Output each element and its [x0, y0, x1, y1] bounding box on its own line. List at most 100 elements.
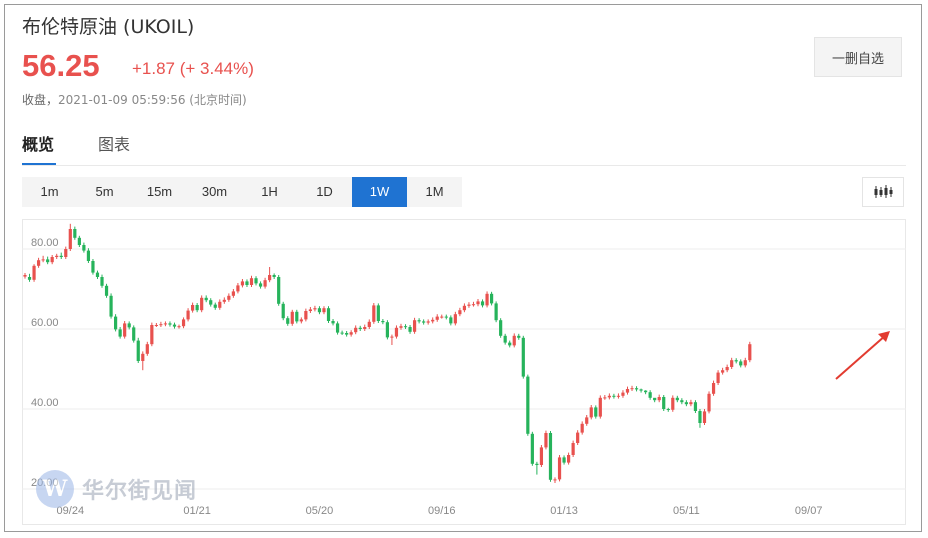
- candle-body: [666, 409, 670, 410]
- y-tick-label: 80.00: [31, 237, 59, 249]
- candle-body: [41, 259, 45, 261]
- candle-body: [399, 326, 403, 328]
- candle-body: [268, 275, 272, 281]
- candle-body: [172, 324, 177, 327]
- candle-body: [277, 277, 281, 304]
- candle-body: [77, 237, 81, 245]
- period-5m-button[interactable]: 5m: [95, 184, 114, 199]
- candle-body: [100, 277, 104, 286]
- candle-body: [657, 397, 661, 401]
- candle-body: [308, 309, 312, 311]
- candle-body: [141, 353, 145, 361]
- candle-body: [530, 433, 534, 464]
- candle-body: [585, 417, 589, 424]
- watermark: W 华尔街见闻: [36, 470, 197, 508]
- annotation-arrow-shaft: [835, 334, 887, 380]
- x-tick-label: 09/24: [57, 505, 85, 517]
- candle-body: [471, 304, 476, 306]
- candle-body: [295, 311, 299, 322]
- quote-timestamp: 2021-01-09 05:59:56 (北京时间): [58, 93, 247, 107]
- candle-body: [195, 305, 199, 311]
- candle-body: [91, 261, 95, 273]
- candle-body: [417, 320, 421, 322]
- candle-body: [281, 303, 285, 319]
- candle-body: [258, 283, 263, 287]
- candle-body: [222, 299, 226, 302]
- candle-body: [576, 432, 580, 443]
- tab-chart[interactable]: 图表: [98, 135, 131, 154]
- candle-body: [286, 318, 290, 324]
- tab-overview[interactable]: 概览: [22, 135, 55, 154]
- period-1m-button[interactable]: 1m: [40, 184, 59, 199]
- candle-body: [444, 316, 448, 318]
- period-30m-button[interactable]: 30m: [201, 184, 228, 199]
- period-1mo-button[interactable]: 1M: [425, 184, 444, 199]
- candle-body: [363, 327, 367, 329]
- candle-body: [689, 402, 693, 405]
- remove-watchlist-button[interactable]: 一删自选: [814, 37, 902, 77]
- candle-body: [354, 327, 358, 333]
- candle-body: [154, 325, 158, 326]
- candle-body: [598, 397, 602, 417]
- candlestick-chart: 20.0040.0060.0080.0009/2401/2105/2009/16…: [22, 223, 906, 517]
- x-tick-label: 01/21: [183, 505, 211, 517]
- candle-body: [104, 285, 109, 296]
- period-15m-button[interactable]: 15m: [146, 184, 173, 199]
- candle-body: [236, 285, 240, 292]
- candle-body: [191, 305, 195, 311]
- chart-type-button[interactable]: [862, 177, 904, 207]
- candle-body: [127, 323, 131, 328]
- candle-body: [734, 360, 738, 362]
- candle-body: [385, 322, 389, 338]
- candle-body: [634, 388, 639, 390]
- candle-body: [68, 229, 72, 249]
- candle-body: [340, 332, 344, 334]
- candle-body: [376, 305, 380, 321]
- period-selector: 1m 5m 15m 30m 1H 1D 1W 1M: [22, 177, 462, 207]
- candle-body: [367, 321, 371, 327]
- candle-body: [335, 323, 340, 333]
- candle-body: [150, 325, 154, 345]
- candle-body: [55, 255, 59, 257]
- quote-panel: [4, 4, 922, 532]
- status-label: 收盘，: [22, 93, 59, 107]
- candle-body: [562, 457, 566, 463]
- candle-body: [186, 310, 190, 320]
- candle-body: [539, 447, 544, 465]
- candle-body: [118, 329, 122, 337]
- candle-body: [59, 255, 63, 257]
- candle-body: [177, 326, 181, 328]
- period-1d-button[interactable]: 1D: [316, 184, 333, 199]
- candle-body: [630, 388, 634, 390]
- x-tick-label: 01/13: [550, 505, 578, 517]
- last-price: 56.25: [22, 48, 100, 83]
- candle-body: [331, 321, 335, 324]
- period-1w-button[interactable]: 1W: [352, 177, 407, 207]
- candle-body: [684, 402, 688, 405]
- annotation-arrow-head: [878, 331, 890, 342]
- candle-body: [209, 300, 213, 305]
- active-tab-indicator: [22, 163, 56, 165]
- candle-body: [653, 397, 657, 401]
- candle-body: [231, 291, 235, 296]
- candle-body: [145, 344, 149, 354]
- period-1h-button[interactable]: 1H: [261, 184, 278, 199]
- candle-body: [263, 280, 267, 287]
- candle-body: [345, 333, 349, 335]
- candle-body: [422, 321, 426, 323]
- candle-body: [322, 308, 326, 313]
- candle-body: [517, 335, 521, 338]
- candle-body: [249, 278, 254, 285]
- x-tick-label: 09/16: [428, 505, 456, 517]
- candle-body: [671, 397, 675, 410]
- candle-body: [494, 303, 498, 321]
- candle-body: [73, 229, 77, 238]
- candle-body: [204, 297, 208, 301]
- candle-body: [390, 336, 394, 338]
- candle-body: [435, 316, 439, 320]
- candle-body: [567, 455, 571, 463]
- candle-body: [36, 260, 41, 266]
- chart-area: [22, 219, 906, 525]
- candle-body: [580, 423, 584, 433]
- candle-body: [739, 361, 743, 366]
